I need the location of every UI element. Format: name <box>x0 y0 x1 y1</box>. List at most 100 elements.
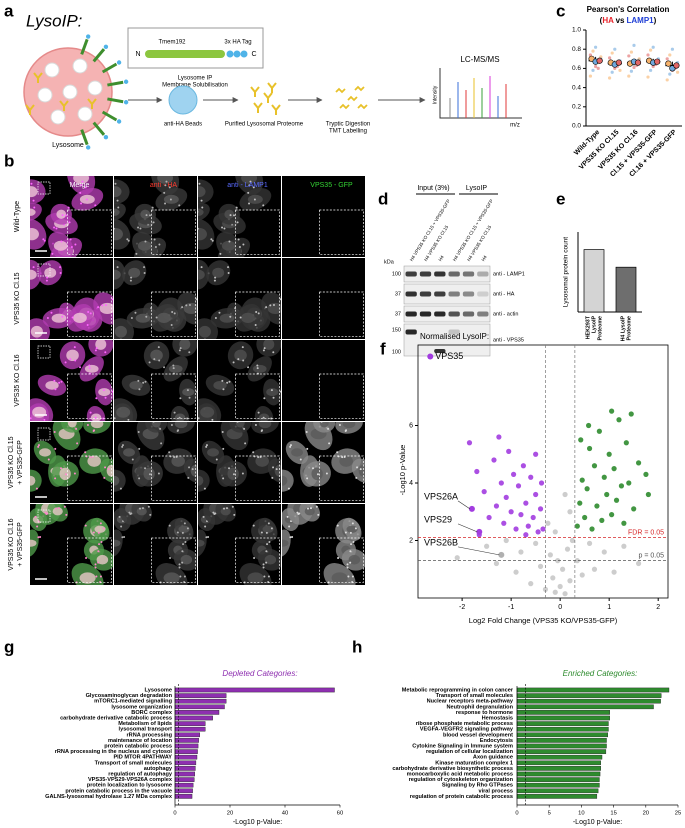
replicate-mean <box>596 57 603 64</box>
cell-point <box>610 70 614 74</box>
puncta <box>241 472 244 475</box>
cell-point <box>596 66 600 70</box>
puncta <box>272 304 275 307</box>
nucleus <box>45 380 59 390</box>
protein-icon <box>250 86 260 97</box>
puncta <box>157 472 160 475</box>
puncta <box>85 557 88 560</box>
puncta <box>198 211 199 213</box>
roi-box <box>37 181 51 195</box>
inset-box <box>151 209 196 255</box>
puncta <box>195 298 197 301</box>
puncta <box>289 444 292 447</box>
puncta <box>153 358 156 361</box>
puncta <box>104 466 107 469</box>
point <box>609 512 615 518</box>
puncta <box>252 524 255 527</box>
puncta <box>336 524 339 527</box>
cell-point <box>668 72 672 76</box>
puncta <box>117 206 120 209</box>
band <box>405 291 417 297</box>
nucleus <box>219 313 235 323</box>
puncta <box>200 199 203 202</box>
puncta <box>97 561 100 564</box>
category-label: Transport of small molecules <box>95 760 172 766</box>
puncta <box>176 430 179 433</box>
point <box>523 532 529 538</box>
puncta <box>61 214 64 217</box>
band <box>462 271 475 277</box>
nucleus <box>96 554 109 565</box>
subtitle-part: HA <box>602 16 614 25</box>
subtitle-part: LAMP1 <box>627 16 655 25</box>
chart-title: Normalised LysoIP: <box>420 332 489 341</box>
construct-box <box>127 27 264 69</box>
antibody-label: anti - VPS35 <box>493 337 524 343</box>
roi-box <box>37 263 51 277</box>
nucleus <box>30 269 37 280</box>
subtitle-part: ) <box>654 16 657 25</box>
band <box>434 311 446 317</box>
nucleus <box>32 406 47 418</box>
puncta <box>116 266 119 269</box>
puncta <box>269 304 272 307</box>
point <box>591 463 598 469</box>
puncta <box>89 312 92 315</box>
bar <box>174 771 195 777</box>
puncta <box>181 306 184 309</box>
puncta <box>135 252 138 255</box>
category-label: mTORC1-mediated signalling <box>94 699 172 705</box>
puncta <box>104 396 107 399</box>
puncta <box>355 476 358 479</box>
puncta <box>265 531 268 534</box>
puncta <box>64 473 67 476</box>
puncta <box>272 466 275 469</box>
category-label: GALNS-lysosomal hydrolase 1.27 MDa compl… <box>45 794 173 800</box>
nucleus <box>73 312 87 323</box>
inset-box <box>235 291 280 337</box>
threshold-label: FDR = 0.05 <box>628 529 664 536</box>
puncta <box>205 444 208 447</box>
x-axis-label: -Log10 p-Value: <box>573 819 622 826</box>
point <box>585 422 592 429</box>
puncta <box>137 379 140 382</box>
point <box>635 460 642 466</box>
inset-box <box>319 373 364 419</box>
puncta <box>262 349 265 352</box>
bar <box>516 721 609 726</box>
cell-point <box>594 45 598 49</box>
puncta <box>172 364 175 367</box>
puncta <box>267 575 270 578</box>
puncta <box>89 456 92 459</box>
point <box>518 549 524 555</box>
construct-label: N <box>135 51 140 58</box>
y-tick-label: 4 <box>409 480 413 487</box>
puncta <box>85 198 88 201</box>
nucleus <box>151 422 161 428</box>
puncta <box>260 430 263 433</box>
puncta <box>213 279 216 282</box>
category-label: Lysosome <box>145 687 172 693</box>
puncta <box>253 557 256 560</box>
puncta <box>198 227 199 230</box>
puncta <box>111 390 113 393</box>
puncta <box>188 304 191 307</box>
puncta <box>148 361 151 364</box>
vesicle <box>50 109 66 125</box>
category-label: Cytokine Signaling in Immune system <box>412 743 513 749</box>
puncta <box>26 331 28 333</box>
point <box>562 591 568 597</box>
puncta <box>131 458 134 461</box>
puncta <box>30 227 31 230</box>
puncta <box>163 191 166 194</box>
puncta <box>178 204 181 207</box>
puncta <box>142 381 145 384</box>
nucleus <box>252 364 267 373</box>
puncta <box>91 456 94 459</box>
point <box>616 417 622 423</box>
x-tick-label: 40 <box>282 811 288 817</box>
puncta <box>223 227 226 230</box>
nucleus <box>30 325 43 338</box>
puncta <box>249 180 252 183</box>
puncta <box>30 420 31 421</box>
